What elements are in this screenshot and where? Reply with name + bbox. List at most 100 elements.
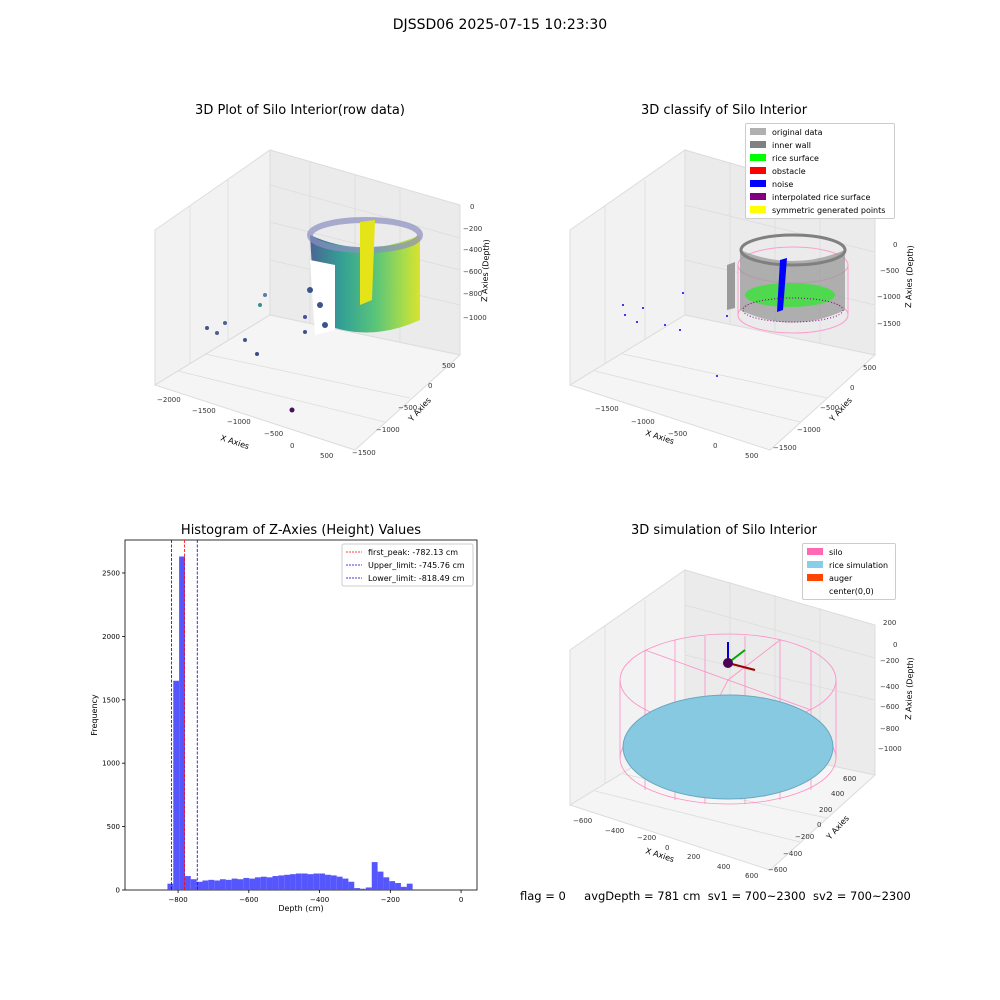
panel4-z-tick: 0 (893, 641, 897, 649)
panel4-x-tick: 200 (687, 853, 700, 861)
histogram-bar (284, 874, 291, 890)
panel4-x-tick: 400 (717, 863, 730, 871)
histogram-bar (354, 888, 361, 890)
panel2-x-tick: −1000 (631, 418, 655, 426)
histogram-y-tick-label: 1500 (102, 696, 120, 704)
histogram-bar (272, 876, 279, 890)
legend-swatch-noise (750, 180, 766, 187)
legend-label: first_peak: -782.13 cm (368, 548, 458, 557)
panel2-y-ticks: 500 0 −500 −1000 −1500 (773, 364, 876, 452)
histogram-bar (196, 881, 203, 890)
histogram-x-ticks: −800 −600 −400 −200 0 (168, 890, 463, 904)
panel1-y-tick: −500 (398, 404, 417, 412)
legend-label: obstacle (772, 167, 806, 176)
histogram-bar (179, 556, 185, 890)
panel4-3d-plot: −600 −400 −200 0 200 400 600 X Axies 600… (568, 569, 915, 880)
panel4-y-tick: −400 (783, 850, 802, 858)
histogram-bar (325, 874, 331, 890)
panel4-z-tick: −400 (880, 683, 899, 691)
panel2-x-tick: 500 (745, 452, 758, 460)
panel1-z-tick: −800 (463, 290, 482, 298)
panel1-zlabel: Z Axies (Depth) (480, 239, 491, 302)
sv1-value: sv1 = 700~2300 (707, 889, 806, 903)
legend-swatch-silo (807, 548, 823, 555)
panel4-rice-simulation (622, 694, 834, 800)
panel1-y-ticks: 500 0 −500 −1000 −1500 (352, 362, 455, 457)
panel2-y-tick: 500 (863, 364, 876, 372)
histogram-chart: −800 −600 −400 −200 0 0 500 1000 1500 2000 2500 D… (90, 539, 478, 913)
legend-label: original data (772, 128, 823, 137)
histogram-bar (336, 876, 343, 890)
panel1-z-tick: −400 (463, 246, 482, 254)
legend-label: interpolated rice surface (772, 193, 870, 202)
panel2-y-tick: −500 (820, 404, 839, 412)
panel4-z-ticks: 200 0 −200 −400 −600 −800 −1000 (878, 619, 902, 753)
legend-label: symmetric generated points (772, 206, 885, 215)
panel4-title: 3D simulation of Silo Interior (631, 523, 817, 538)
panel4-x-tick: 0 (665, 844, 669, 852)
panel2-x-ticks: −1500 −1000 −500 0 500 (595, 405, 758, 460)
histogram-bar (190, 879, 197, 890)
legend-swatch-original-data (750, 128, 766, 135)
panel1-y-tick: 0 (428, 382, 432, 390)
histogram-bar (360, 888, 366, 890)
panel2-zlabel: Z Axies (Depth) (904, 245, 915, 308)
histogram-y-ticks: 0 500 1000 1500 2000 2500 (102, 569, 125, 895)
flag-value: flag = 0 (520, 889, 566, 903)
panel1-x-tick: −2000 (157, 396, 181, 404)
panel1-z-tick: 0 (470, 203, 474, 211)
histogram-bar (225, 879, 232, 890)
legend-label: inner wall (772, 141, 811, 150)
panel4-y-tick: 200 (819, 806, 832, 814)
legend-swatch-obstacle (750, 167, 766, 174)
legend-label: auger (829, 574, 853, 583)
legend-swatch-inner-wall (750, 141, 766, 148)
panel4-z-tick: −600 (880, 703, 899, 711)
histogram-y-tick-label: 2500 (102, 569, 120, 577)
panel1-xlabel: X Axies (219, 433, 250, 451)
panel4-y-tick: −200 (795, 833, 814, 841)
histogram-bar (243, 877, 250, 890)
avg-depth-value: avgDepth = 781 cm (584, 889, 701, 903)
histogram-bar (400, 886, 407, 890)
histogram-x-tick-label: 0 (459, 896, 463, 904)
legend-swatch-interpolated (750, 193, 766, 200)
panel4-y-tick: 0 (817, 821, 821, 829)
panel2-z-tick: 0 (893, 241, 897, 249)
legend-label: Upper_limit: -745.76 cm (368, 561, 465, 570)
panel1-y-tick: −1000 (376, 426, 400, 434)
panel1-z-ticks: 0 −200 −400 −600 −800 −1000 (463, 203, 487, 322)
panel2-title: 3D classify of Silo Interior (640, 103, 808, 118)
histogram-legend-box (341, 543, 474, 587)
histogram-bar (371, 862, 378, 890)
histogram-bar (365, 887, 372, 890)
histogram-bar (255, 877, 261, 890)
histogram-bar (208, 879, 215, 890)
panel1-y-tick: 500 (442, 362, 455, 370)
panel1-x-ticks: −2000 −1500 −1000 −500 0 500 (157, 396, 333, 460)
panel1-z-tick: −200 (463, 225, 482, 233)
legend-swatch-symmetric (750, 206, 766, 213)
histogram-bar (348, 881, 355, 890)
histogram-bar (167, 883, 174, 890)
panel2-y-tick: 0 (850, 384, 854, 392)
histogram-y-tick-label: 500 (107, 823, 120, 831)
legend-label: center(0,0) (829, 587, 874, 596)
histogram-bar (173, 680, 180, 890)
histogram-y-tick-label: 1000 (102, 760, 120, 768)
panel4-center-marker (723, 658, 733, 668)
panel4-z-tick: 200 (883, 619, 896, 627)
histogram-xlabel: Depth (cm) (278, 904, 323, 913)
histogram-bar (278, 875, 285, 890)
panel2-silo (727, 233, 849, 334)
panel4-y-tick: 600 (843, 775, 856, 783)
histogram-x-tick-label: −600 (239, 896, 258, 904)
histogram-bars (167, 556, 413, 890)
histogram-x-tick-label: −400 (310, 896, 329, 904)
histogram-bar (295, 873, 302, 890)
legend-swatch-rice-surface (750, 154, 766, 161)
panel2-noise-points (622, 292, 728, 377)
histogram-bar (290, 874, 296, 890)
histogram-bar (307, 874, 314, 890)
panel4-legend: silo rice simulation auger center(0,0) (802, 543, 896, 600)
